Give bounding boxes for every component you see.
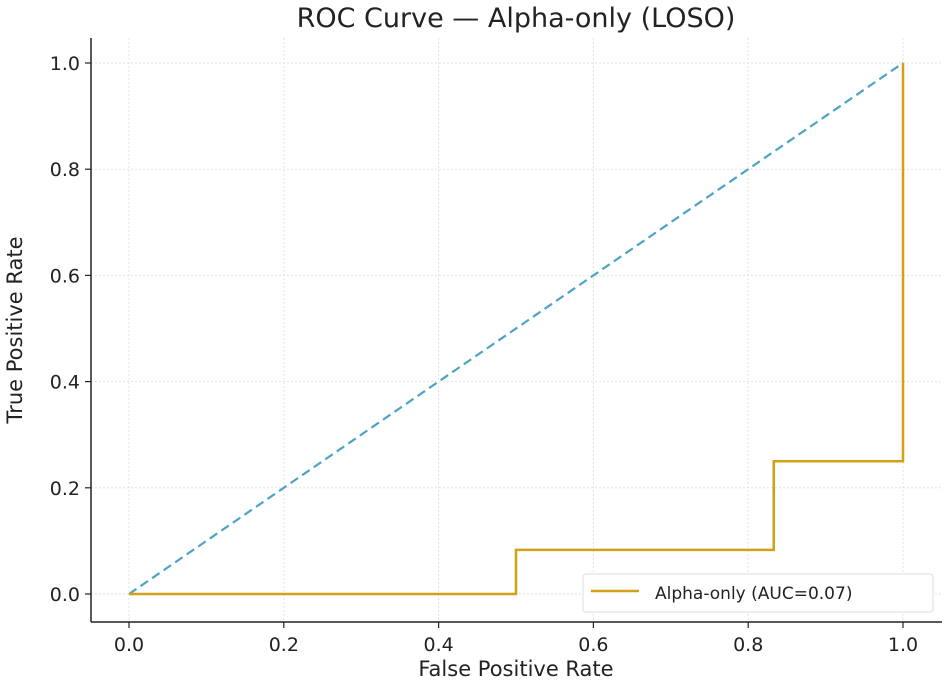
y-tick-label: 0.6: [50, 265, 80, 287]
y-tick-label: 1.0: [50, 53, 80, 75]
chart-title: ROC Curve — Alpha-only (LOSO): [297, 3, 736, 34]
chance-diagonal-line: [128, 62, 904, 595]
y-axis-label: True Positive Rate: [3, 236, 27, 424]
grid: [91, 38, 942, 622]
x-tick-label: 1.0: [888, 634, 918, 656]
x-tick-label: 0.8: [733, 634, 763, 656]
legend-box: [582, 573, 934, 613]
legend: Alpha-only (AUC=0.07): [582, 573, 934, 613]
roc-curve-line: [129, 63, 905, 596]
x-tick-label: 0.0: [114, 634, 144, 656]
x-tick-label: 0.6: [578, 634, 608, 656]
x-tick-label: 0.4: [423, 634, 453, 656]
y-ticks: 0.0 0.2 0.4 0.6 0.8 1.0: [50, 53, 91, 606]
x-tick-label: 0.2: [269, 634, 299, 656]
y-tick-label: 0.4: [50, 372, 80, 394]
series-group: [128, 62, 905, 596]
x-ticks: 0.0 0.2 0.4 0.6 0.8 1.0: [114, 622, 918, 656]
x-axis-label: False Positive Rate: [418, 657, 613, 681]
y-tick-label: 0.8: [50, 159, 80, 181]
legend-label: Alpha-only (AUC=0.07): [655, 584, 852, 604]
y-tick-label: 0.2: [50, 478, 80, 500]
y-tick-label: 0.0: [50, 584, 80, 606]
